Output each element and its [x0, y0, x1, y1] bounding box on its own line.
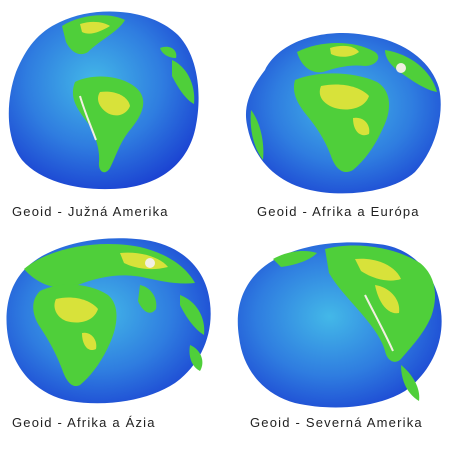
geoid-panel-south-america: Geoid - Južná Amerika [0, 0, 225, 225]
geoid-north-america-image [237, 242, 442, 408]
caption-africa-asia: Geoid - Afrika a Ázia [12, 415, 156, 430]
caption-south-america: Geoid - Južná Amerika [12, 204, 169, 219]
caption-africa-europe: Geoid - Afrika a Európa [257, 204, 420, 219]
geoid-africa-asia-image [6, 238, 211, 404]
caption-north-america: Geoid - Severná Amerika [250, 415, 423, 430]
geoid-panel-africa-asia: Geoid - Afrika a Ázia [0, 225, 225, 450]
geoid-panel-north-america: Geoid - Severná Amerika [225, 225, 450, 450]
geoid-africa-europe-image [245, 33, 441, 194]
geoid-south-america-image [8, 11, 199, 190]
geoid-panel-africa-europe: Geoid - Afrika a Európa [225, 0, 450, 225]
